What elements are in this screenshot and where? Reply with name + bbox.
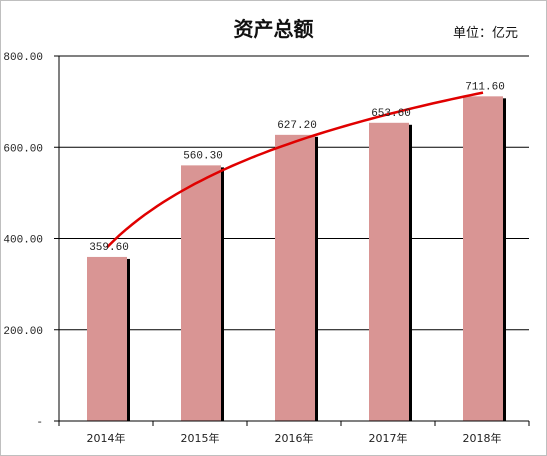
y-tick-label: 200.00 bbox=[3, 326, 43, 338]
y-tick-label: - bbox=[36, 417, 43, 429]
x-tick-label: 2017年 bbox=[369, 431, 408, 445]
x-tick-label: 2018年 bbox=[463, 431, 502, 445]
x-tick-label: 2015年 bbox=[181, 431, 220, 445]
trend-line bbox=[106, 91, 484, 249]
x-tick-label: 2014年 bbox=[87, 431, 126, 445]
data-label: 560.30 bbox=[183, 150, 223, 162]
data-label: 627.20 bbox=[277, 120, 317, 132]
y-tick-label: 400.00 bbox=[3, 235, 43, 247]
unit-label: 单位：亿元 bbox=[452, 26, 518, 41]
y-tick-label: 800.00 bbox=[3, 52, 43, 64]
bar bbox=[87, 256, 127, 421]
chart-title: 资产总额 bbox=[233, 17, 314, 41]
bar bbox=[275, 134, 315, 421]
data-label: 359.60 bbox=[89, 242, 129, 254]
bar bbox=[463, 96, 503, 422]
y-tick-label: 600.00 bbox=[3, 143, 43, 155]
data-label: 711.60 bbox=[465, 81, 505, 93]
bar bbox=[181, 165, 221, 421]
data-label: 653.60 bbox=[371, 108, 411, 120]
bar bbox=[369, 122, 409, 422]
x-tick-label: 2016年 bbox=[275, 431, 314, 445]
